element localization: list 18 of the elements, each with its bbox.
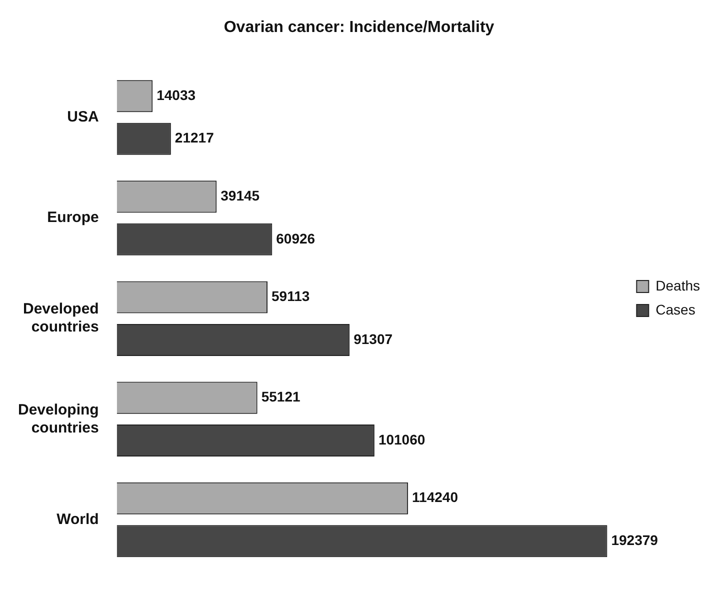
y-tick-label: Developed countries — [22, 300, 99, 336]
data-label: 91307 — [354, 330, 393, 347]
legend-label: Cases — [656, 301, 696, 318]
y-tick-label: Developing countries — [18, 401, 99, 436]
y-tick-label: USA — [67, 108, 100, 126]
y-tick-label: Europe — [47, 209, 99, 226]
data-label: 114240 — [412, 489, 458, 506]
data-label: 55121 — [261, 388, 300, 405]
chart-title: Ovarian cancer: Incidence/Mortality — [224, 19, 494, 36]
y-tick-label: World — [56, 510, 99, 528]
data-label: 101060 — [378, 431, 426, 448]
legend-label: Deaths — [656, 277, 700, 294]
data-label: 39145 — [220, 188, 260, 204]
data-label: 192379 — [611, 532, 658, 548]
data-label: 60926 — [276, 230, 316, 246]
data-label: 21217 — [174, 130, 214, 146]
data-label: 14033 — [156, 86, 196, 103]
data-label: 59113 — [272, 288, 310, 304]
